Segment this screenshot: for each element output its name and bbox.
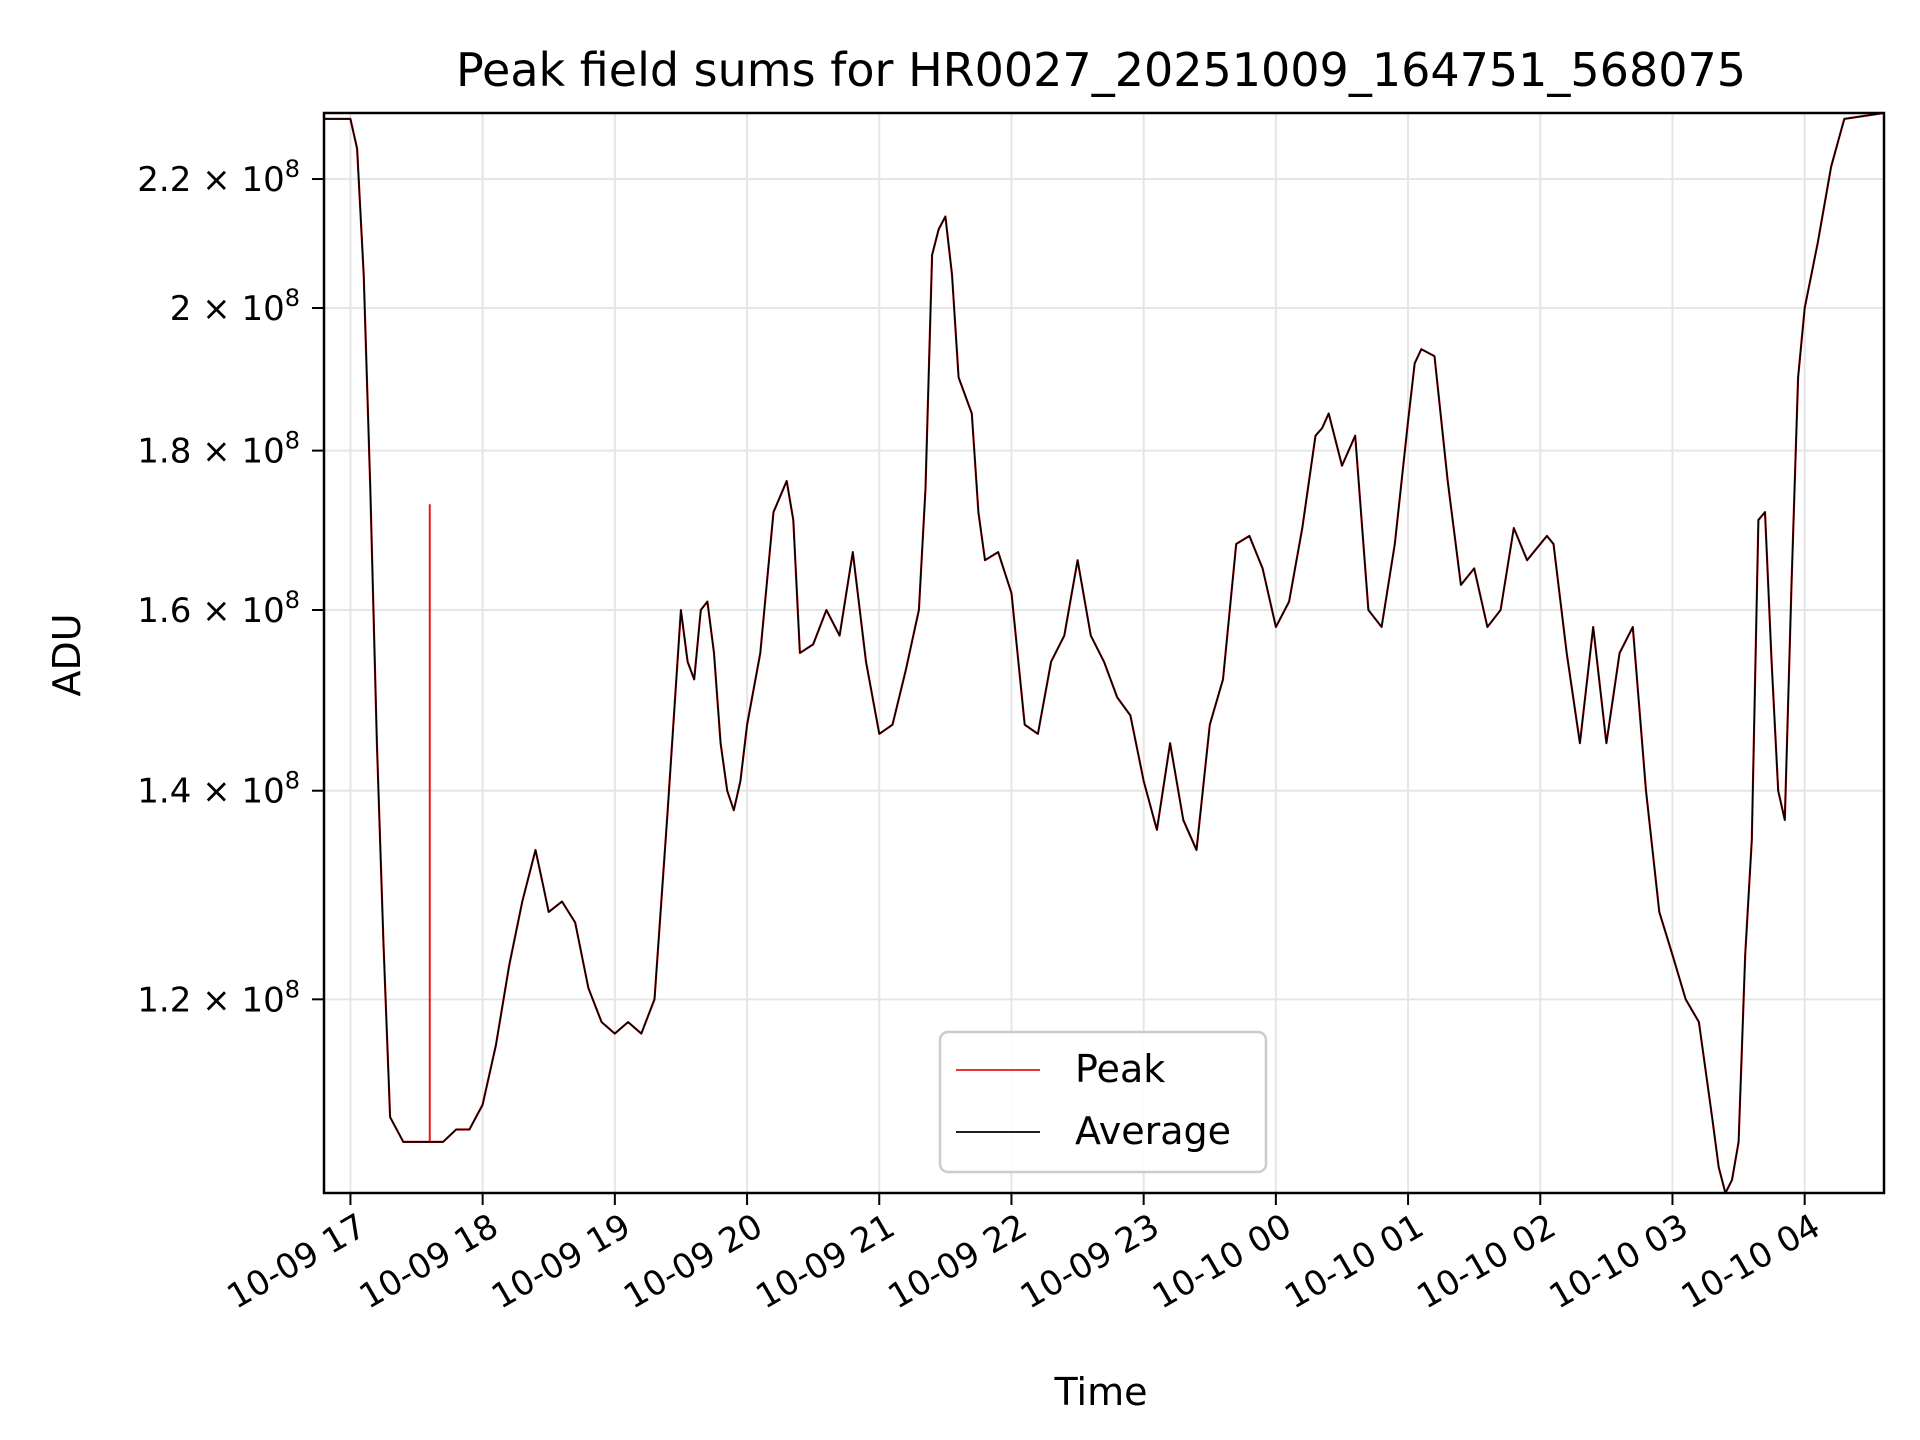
series-group [324, 113, 1884, 1193]
plot-frame [322, 111, 1886, 1195]
y-tick-label: 1.8 × 108 [137, 427, 300, 472]
legend: Peak Average [938, 1030, 1268, 1174]
grid-lines [324, 113, 1884, 1193]
legend-label-peak: Peak [1075, 1047, 1165, 1091]
chart-title: Peak field sums for HR0027_20251009_1647… [456, 43, 1746, 97]
y-tick-label: 1.4 × 108 [137, 767, 300, 812]
y-tick-label: 1.6 × 108 [137, 586, 300, 631]
legend-label-average: Average [1075, 1109, 1231, 1153]
x-axis-label: Time [1054, 1370, 1148, 1414]
series-line-average [324, 113, 1884, 1193]
y-tick-label: 2.2 × 108 [137, 155, 300, 200]
y-tick-label: 1.2 × 108 [137, 975, 300, 1020]
y-axis-ticks: 1.2 × 108 1.4 × 108 1.6 × 108 1.8 × 108 2 × … [137, 155, 324, 1020]
y-tick-label: 2 × 108 [170, 284, 300, 329]
y-axis-label: ADU [45, 613, 89, 696]
series-layer [324, 113, 1884, 1193]
legend-box [938, 1030, 1268, 1174]
